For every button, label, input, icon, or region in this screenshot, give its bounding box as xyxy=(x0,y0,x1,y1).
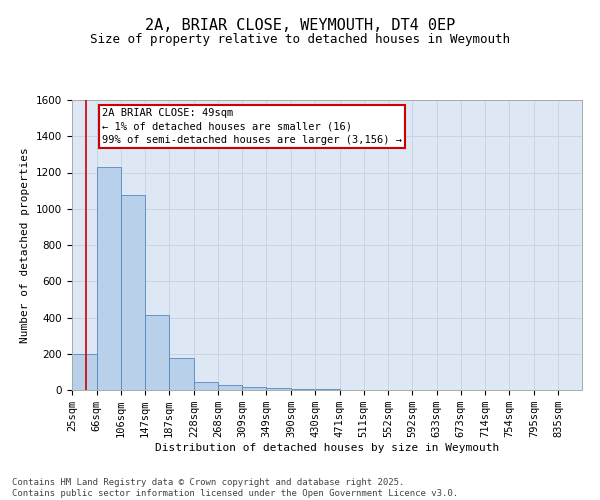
Text: 2A, BRIAR CLOSE, WEYMOUTH, DT4 0EP: 2A, BRIAR CLOSE, WEYMOUTH, DT4 0EP xyxy=(145,18,455,32)
X-axis label: Distribution of detached houses by size in Weymouth: Distribution of detached houses by size … xyxy=(155,443,499,453)
Text: Size of property relative to detached houses in Weymouth: Size of property relative to detached ho… xyxy=(90,32,510,46)
Bar xyxy=(121,195,145,390)
Bar xyxy=(145,315,169,390)
Bar xyxy=(315,389,340,390)
Bar xyxy=(266,388,291,390)
Bar xyxy=(72,354,97,390)
Bar xyxy=(291,389,315,390)
Bar xyxy=(218,386,242,390)
Bar xyxy=(97,167,121,390)
Text: Contains HM Land Registry data © Crown copyright and database right 2025.
Contai: Contains HM Land Registry data © Crown c… xyxy=(12,478,458,498)
Text: 2A BRIAR CLOSE: 49sqm
← 1% of detached houses are smaller (16)
99% of semi-detac: 2A BRIAR CLOSE: 49sqm ← 1% of detached h… xyxy=(102,108,402,144)
Bar xyxy=(194,382,218,390)
Bar xyxy=(242,388,266,390)
Bar xyxy=(169,358,194,390)
Y-axis label: Number of detached properties: Number of detached properties xyxy=(20,147,31,343)
